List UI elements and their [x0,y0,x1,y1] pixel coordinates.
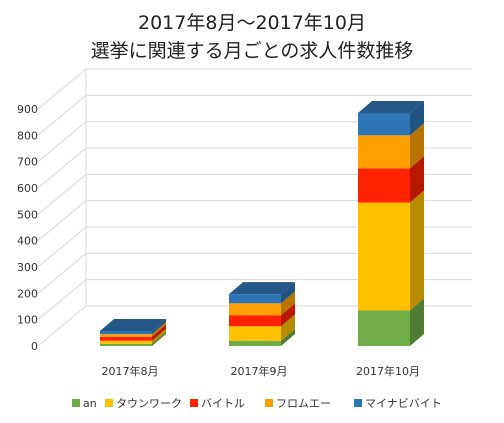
bar-segment [100,340,152,344]
bar-segment-side [281,291,295,316]
legend-swatch [105,399,113,407]
gridline-side [37,121,87,163]
gridline-side [37,200,87,242]
bar-segment [100,336,152,341]
y-tick-label: 100 [17,314,38,327]
bar-segment [100,343,152,346]
bar-segment-side [410,190,424,311]
bar-segment [358,168,410,203]
legend-label: an [83,397,97,410]
bar-segment [229,315,281,327]
bar-segment [358,202,410,311]
gridline-side [37,279,87,321]
bar-segment-side [410,123,424,169]
bar-segment-side [152,328,166,344]
bar-top [358,100,424,113]
bar-segment-side [281,303,295,327]
bar-segment [229,340,281,346]
bar-segment-side [152,318,166,335]
gridline-side [37,252,87,294]
bar-segment [358,310,410,346]
x-tick-label: 2017年10月 [356,364,420,378]
gridline-side [37,94,87,136]
y-tick-label: 400 [17,235,38,248]
y-tick-label: 600 [17,182,38,195]
bar-segment [100,330,152,335]
y-tick-label: 500 [17,208,38,221]
bar-segment-side [152,331,166,346]
bar-top [100,318,166,331]
gridline-side [37,147,87,189]
legend-swatch [72,399,80,407]
x-tick-label: 2017年8月 [102,364,159,378]
bar-segment-side [281,328,295,346]
y-tick-label: 800 [17,129,38,142]
bar-segment [100,334,152,337]
gridline-side [37,305,87,347]
legend-label: タウンワーク [116,397,182,410]
bar-segment-side [410,156,424,203]
bar-segment [229,326,281,341]
y-tick-label: 0 [31,340,38,353]
gridline-side [37,173,87,215]
y-tick-label: 900 [17,103,38,116]
bar-segment [358,135,410,169]
legend-swatch [190,399,198,407]
bar-segment-side [281,282,295,304]
bar-segment [229,294,281,304]
bar-segment [358,112,410,136]
gridline-side [37,68,87,110]
legend-label: マイナビバイト [365,397,442,410]
y-tick-label: 300 [17,261,38,274]
chart-subtitle: 選挙に関連する月ごとの求人件数推移 [90,40,414,62]
bar-segment [229,303,281,316]
y-tick-label: 700 [17,156,38,169]
legend-swatch [265,399,273,407]
bar-segment-side [410,298,424,346]
chart-title: 2017年8月〜2017年10月 [138,12,366,34]
bar-top [229,282,295,295]
x-tick-label: 2017年9月 [231,364,288,378]
bar-segment-side [152,324,166,341]
bar-segment-side [281,314,295,341]
legend-swatch [354,399,362,407]
gridline-side [37,226,87,268]
legend-label: バイトル [201,397,245,410]
bar-segment-side [410,100,424,136]
y-tick-label: 200 [17,287,38,300]
legend-label: フロムエー [276,397,331,410]
bar-segment-side [152,322,166,337]
